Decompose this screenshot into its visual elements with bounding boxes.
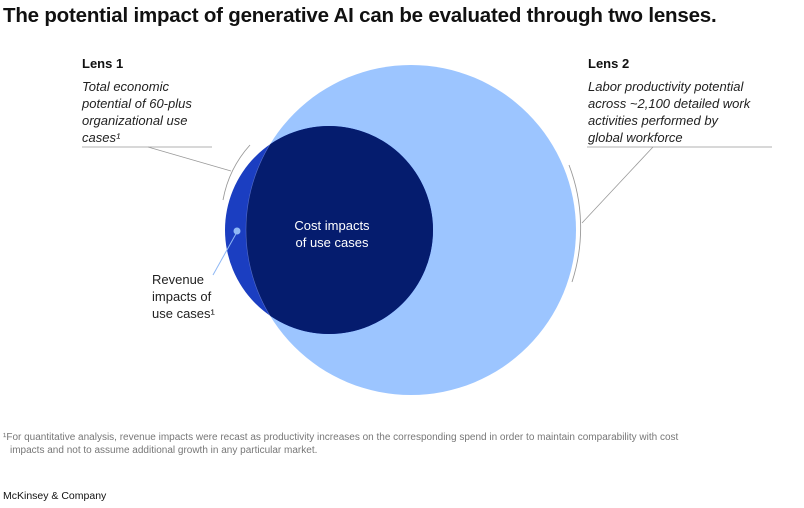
lens1-desc-line: Total economic [82, 79, 169, 94]
lens1-heading: Lens 1 [82, 56, 124, 71]
lens2-bracket-arc [568, 164, 582, 283]
lens2-heading: Lens 2 [588, 56, 630, 71]
footnote-line-1: ¹For quantitative analysis, revenue impa… [3, 432, 679, 443]
lens1-desc-line: potential of 60-plus [82, 96, 192, 111]
cost-label-line-2: of use cases [296, 235, 369, 250]
lens1-description: Total economic potential of 60-plus orga… [82, 78, 192, 146]
lens2-desc-line: Labor productivity potential [588, 79, 744, 94]
footnote: ¹For quantitative analysis, revenue impa… [3, 432, 793, 457]
lens2-leader-line [581, 146, 654, 224]
lens2-description: Labor productivity potential across ~2,1… [588, 78, 750, 146]
cost-impacts-circle [246, 126, 433, 334]
chart-title: The potential impact of generative AI ca… [3, 4, 717, 27]
lens1-leader-line [147, 146, 232, 172]
lens1-bracket-arc [222, 144, 251, 201]
cost-label-line-1: Cost impacts [294, 218, 370, 233]
lens2-desc-line: across ~2,100 detailed work [588, 96, 751, 111]
overlap-boundary [245, 126, 433, 334]
lens2-desc-line: activities performed by [588, 113, 719, 128]
lens1-desc-line: organizational use [82, 113, 188, 128]
revenue-leader-line [212, 231, 238, 276]
lens2-desc-line: global workforce [588, 130, 683, 145]
brand-logo-text: McKinsey & Company [3, 490, 107, 502]
revenue-label-line-2: impacts of [152, 289, 212, 304]
footnote-line-2: impacts and not to assume additional gro… [10, 444, 318, 456]
revenue-label-line-1: Revenue [152, 272, 204, 287]
revenue-label-line-3: use cases¹ [152, 306, 216, 321]
lens1-desc-line: cases¹ [82, 130, 121, 145]
revenue-marker-dot [233, 227, 241, 235]
